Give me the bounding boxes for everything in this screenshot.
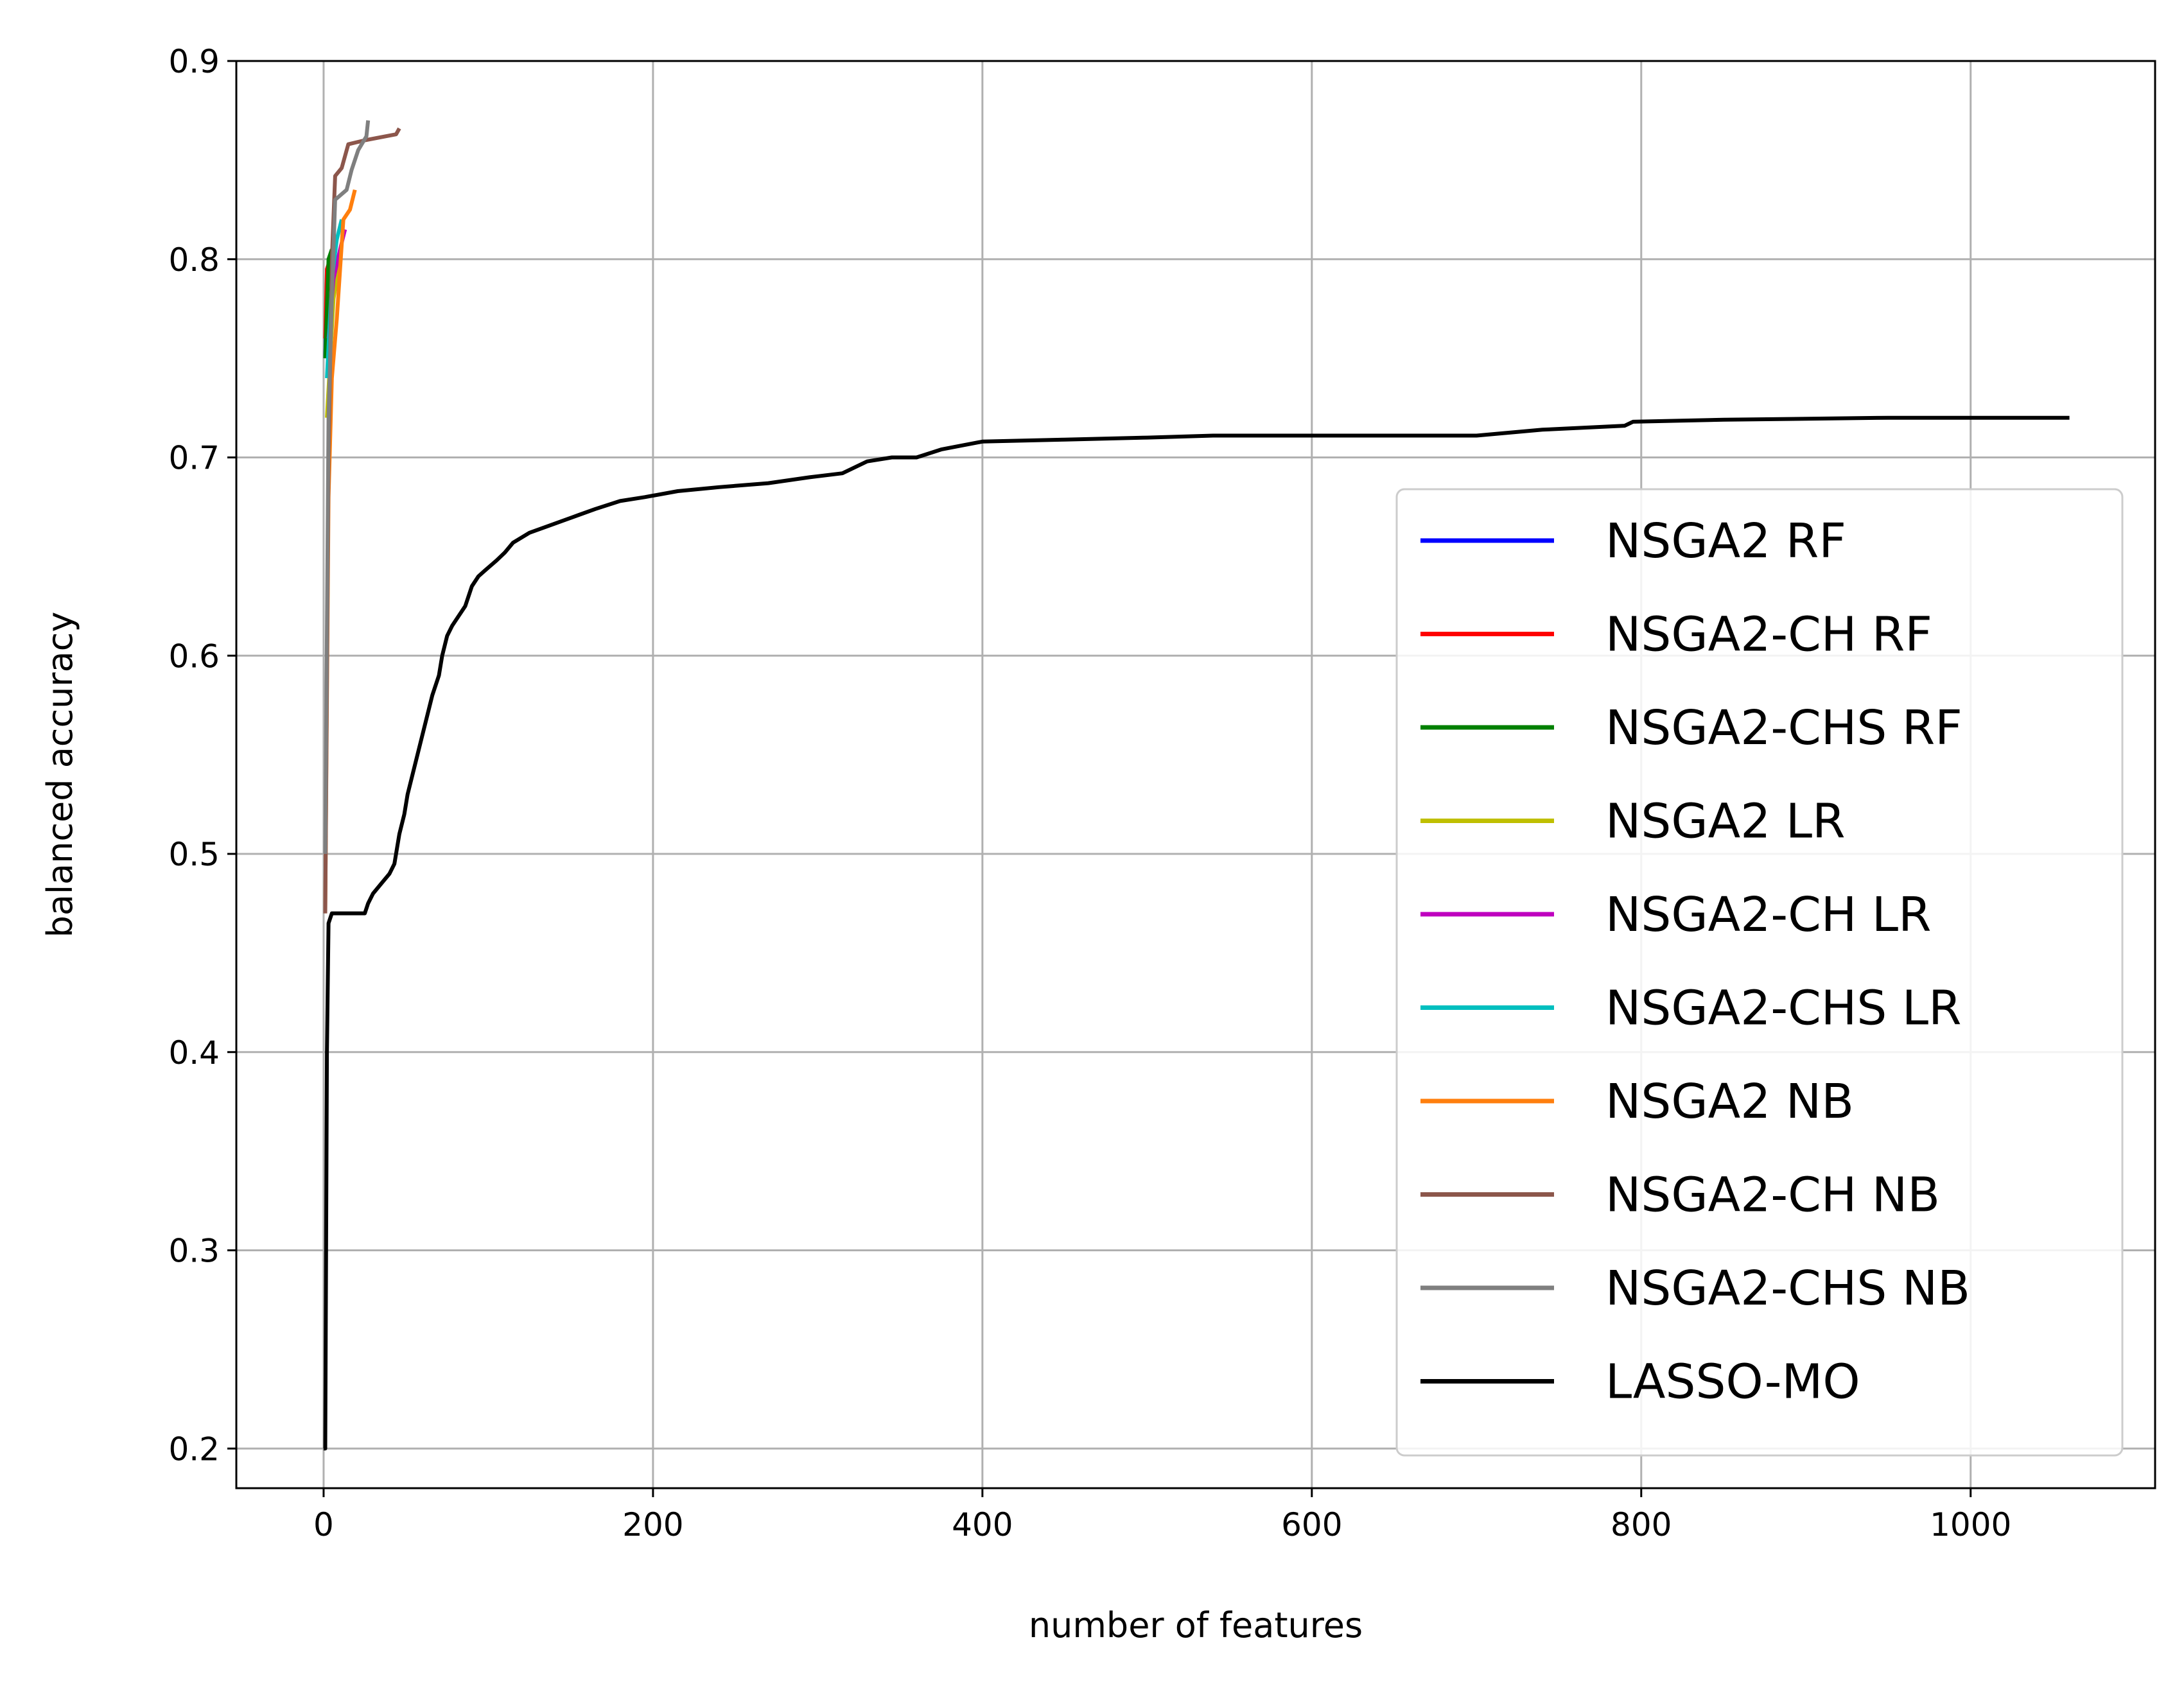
- legend-label-nsga2-chs-lr: NSGA2-CHS LR: [1605, 981, 1962, 1036]
- y-tick-label: 0.7: [168, 440, 220, 477]
- x-tick-label: 800: [1611, 1506, 1672, 1543]
- x-tick-label: 600: [1281, 1506, 1342, 1543]
- series-line-nsga2-chs-nb: [323, 120, 371, 855]
- y-tick-label: 0.8: [168, 241, 220, 279]
- y-tick-label: 0.3: [168, 1233, 220, 1270]
- series-lines: [323, 120, 2070, 1451]
- y-axis-label: balanced accuracy: [40, 612, 80, 938]
- legend-label-lasso-mo: LASSO-MO: [1605, 1355, 1860, 1410]
- legend-label-nsga2-rf: NSGA2 RF: [1605, 514, 1846, 569]
- plot-frame: [235, 60, 2156, 1489]
- x-tick-label: 1000: [1930, 1506, 2011, 1543]
- x-tick-label: 200: [622, 1506, 683, 1543]
- x-tick-label: 400: [952, 1506, 1013, 1543]
- legend-label-nsga2-ch-nb: NSGA2-CH NB: [1605, 1168, 1940, 1223]
- series-line-lasso-mo: [323, 415, 2070, 1451]
- x-tick-label: 0: [313, 1506, 334, 1543]
- legend-label-nsga2-chs-rf: NSGA2-CHS RF: [1605, 700, 1962, 756]
- y-tick-label: 0.6: [168, 638, 220, 675]
- y-tick-label: 0.9: [168, 43, 220, 80]
- legend-label-nsga2-chs-nb: NSGA2-CHS NB: [1605, 1261, 1970, 1316]
- y-tick-label: 0.4: [168, 1034, 220, 1072]
- legend: NSGA2 RF NSGA2-CH RF NSGA2-CHS RF NSGA2 LR N…: [1395, 488, 2124, 1457]
- legend-label-nsga2-nb: NSGA2 NB: [1605, 1074, 1854, 1129]
- y-tick-label: 0.2: [168, 1430, 220, 1468]
- y-tick-label: 0.5: [168, 836, 220, 873]
- legend-label-nsga2-lr: NSGA2 LR: [1605, 794, 1846, 849]
- legend-label-nsga2-ch-lr: NSGA2-CH LR: [1605, 887, 1932, 942]
- x-axis-label: number of features: [1029, 1605, 1363, 1645]
- legend-box: [1395, 488, 2124, 1457]
- legend-label-nsga2-ch-rf: NSGA2-CH RF: [1605, 607, 1932, 663]
- axis-ticks: 0 200 400 600 800 1000 0.2 0.3 0.4 0.5 0.6 0.7 0.8 0.…: [168, 43, 2011, 1543]
